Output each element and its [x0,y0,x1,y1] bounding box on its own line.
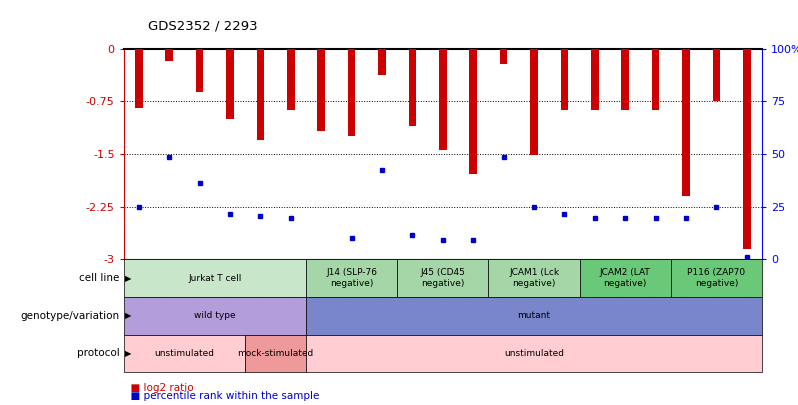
Text: ▶: ▶ [125,273,132,283]
Bar [348,49,355,136]
Bar [743,49,751,249]
Text: J45 (CD45
negative): J45 (CD45 negative) [421,269,465,288]
Text: JCAM2 (LAT
negative): JCAM2 (LAT negative) [600,269,650,288]
Text: ▶: ▶ [125,311,132,320]
Text: ■ log2 ratio: ■ log2 ratio [124,384,193,393]
Bar [561,49,568,111]
Bar [196,49,203,92]
Text: unstimulated: unstimulated [504,349,564,358]
Text: ▶: ▶ [125,349,132,358]
Bar [469,49,477,174]
Bar [682,49,690,196]
Bar [257,49,264,140]
Text: protocol: protocol [77,348,120,358]
Text: mutant: mutant [518,311,551,320]
Bar [531,49,538,155]
Bar [500,49,508,64]
Text: wild type: wild type [194,311,235,320]
Bar [287,49,294,111]
Text: genotype/variation: genotype/variation [21,311,120,321]
Text: Jurkat T cell: Jurkat T cell [188,273,242,283]
Text: JCAM1 (Lck
negative): JCAM1 (Lck negative) [509,269,559,288]
Text: J14 (SLP-76
negative): J14 (SLP-76 negative) [326,269,377,288]
Text: GDS2352 / 2293: GDS2352 / 2293 [148,19,257,32]
Bar [591,49,598,110]
Text: mock-stimulated: mock-stimulated [238,349,314,358]
Bar [622,49,629,111]
Bar [227,49,234,119]
Bar [378,49,386,75]
Bar [409,49,417,126]
Bar [165,49,173,61]
Bar [318,49,325,132]
Bar [135,49,143,108]
Bar [713,49,721,101]
Text: P116 (ZAP70
negative): P116 (ZAP70 negative) [687,269,745,288]
Text: cell line: cell line [79,273,120,283]
Text: ■ percentile rank within the sample: ■ percentile rank within the sample [124,392,319,401]
Text: unstimulated: unstimulated [155,349,215,358]
Bar [439,49,447,150]
Bar [652,49,659,111]
